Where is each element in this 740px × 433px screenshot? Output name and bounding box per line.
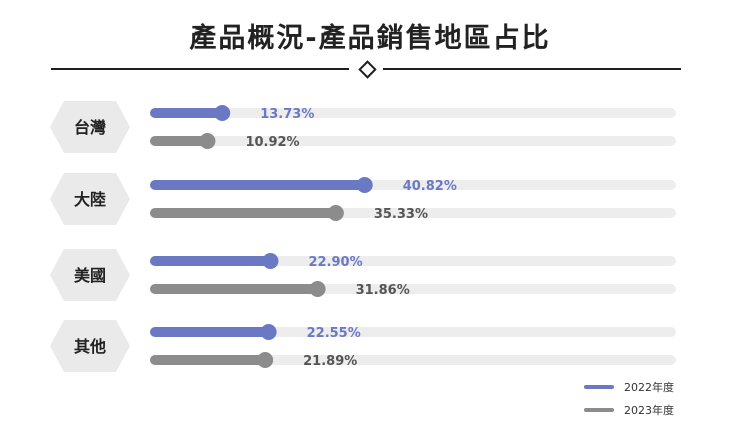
category-badge xyxy=(50,320,130,372)
bar xyxy=(150,208,336,218)
bar-endpoint xyxy=(327,205,344,221)
bar-endpoint xyxy=(356,177,373,193)
bar-track xyxy=(150,355,676,365)
bar-endpoint xyxy=(260,324,277,340)
bar-endpoint xyxy=(309,281,326,297)
bar-endpoint xyxy=(199,133,216,149)
data-label: 40.82% xyxy=(403,179,457,194)
bar xyxy=(150,256,271,266)
data-label: 10.92% xyxy=(245,135,299,150)
title-divider-right xyxy=(383,68,681,70)
bar-endpoint xyxy=(214,105,231,121)
data-label: 22.90% xyxy=(308,255,362,270)
category-badge xyxy=(50,249,130,301)
data-label: 22.55% xyxy=(307,326,361,341)
title-divider-left xyxy=(51,68,349,70)
category-label: 美國 xyxy=(74,266,106,285)
category-label: 其他 xyxy=(74,337,106,356)
category-badge xyxy=(50,101,130,153)
data-label: 35.33% xyxy=(374,207,428,222)
bar xyxy=(150,180,365,190)
bar-track xyxy=(150,136,676,146)
bar xyxy=(150,108,223,118)
legend-swatch-2022 xyxy=(584,385,614,389)
legend-label-2022: 2022年度 xyxy=(624,381,674,394)
category-label: 台灣 xyxy=(74,118,106,137)
page-title: 產品概況-產品銷售地區占比 xyxy=(189,23,551,54)
legend-label-2023: 2023年度 xyxy=(624,404,674,417)
data-label: 13.73% xyxy=(260,107,314,122)
bar xyxy=(150,355,266,365)
category-badge xyxy=(50,173,130,225)
bar-track xyxy=(150,327,676,337)
bar-endpoint xyxy=(257,352,274,368)
legend-swatch-2023 xyxy=(584,408,614,412)
legend-item-2023: 2023年度 xyxy=(584,402,704,418)
bar xyxy=(150,327,269,337)
bar-track xyxy=(150,256,676,266)
bar xyxy=(150,136,208,146)
category-label: 大陸 xyxy=(74,190,106,209)
bar-endpoint xyxy=(262,253,279,269)
bar xyxy=(150,284,318,294)
data-label: 21.89% xyxy=(303,354,357,369)
data-label: 31.86% xyxy=(356,283,410,298)
legend-item-2022: 2022年度 xyxy=(584,379,704,395)
bar-track xyxy=(150,108,676,118)
